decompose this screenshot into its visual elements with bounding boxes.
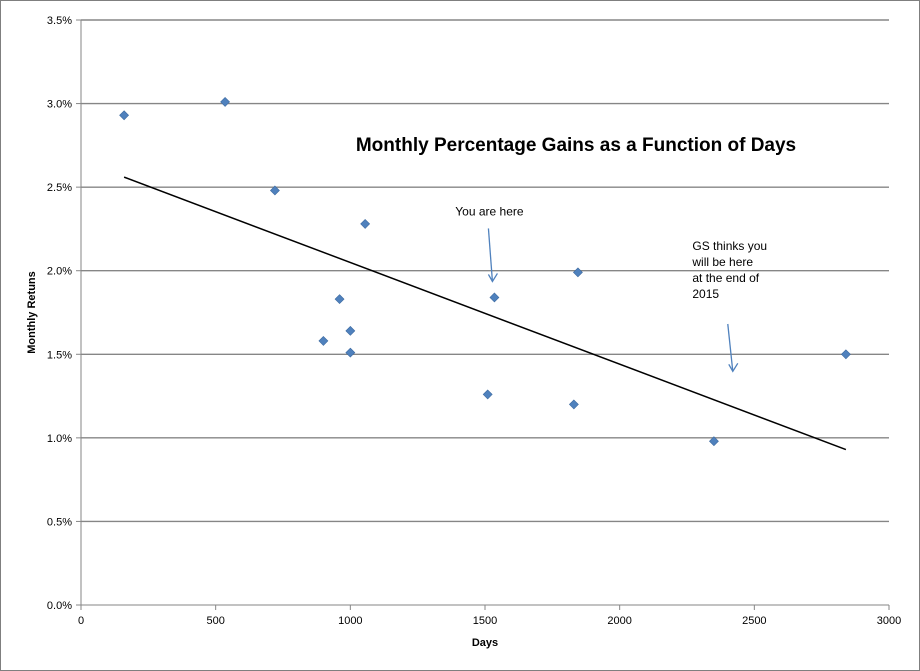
data-point [482, 389, 493, 400]
x-tick-label: 2000 [607, 615, 631, 627]
data-point [119, 110, 130, 121]
data-point [360, 218, 371, 229]
y-tick-label: 2.0% [47, 266, 72, 278]
annotation-gs-forecast: 2015 [692, 287, 719, 301]
annotation-gs-forecast: GS thinks you [692, 239, 767, 253]
x-tick-label: 1000 [338, 615, 362, 627]
data-point [334, 294, 345, 305]
data-point [269, 185, 280, 196]
annotation-you-are-here: You are here [455, 204, 524, 218]
y-axis-title: Monthly Retuns [26, 271, 38, 354]
annotation-arrow-head [728, 362, 739, 373]
trendline [123, 176, 847, 451]
annotation-gs-forecast: will be here [691, 255, 753, 269]
chart-title: Monthly Percentage Gains as a Function o… [356, 135, 796, 156]
annotation-arrow-head [487, 273, 498, 283]
x-tick-label: 1500 [473, 615, 497, 627]
data-point [709, 436, 719, 447]
y-tick-label: 1.5% [47, 349, 72, 361]
data-point [840, 349, 851, 360]
x-tick-label: 2500 [742, 615, 766, 627]
data-point [345, 347, 356, 358]
annotation-arrow-shaft [487, 228, 494, 282]
annotation-gs-forecast: at the end of [692, 271, 759, 285]
data-point [568, 399, 579, 410]
y-tick-label: 0.0% [47, 600, 72, 612]
y-tick-label: 0.5% [47, 516, 72, 528]
x-tick-label: 0 [78, 615, 84, 627]
x-axis-title: Days [472, 637, 498, 649]
y-tick-label: 3.5% [47, 15, 72, 27]
data-point [489, 292, 500, 303]
y-tick-label: 3.0% [47, 99, 72, 111]
data-point [572, 267, 583, 278]
x-tick-label: 3000 [877, 615, 901, 627]
data-point [220, 96, 231, 107]
annotation-arrow-shaft [727, 323, 734, 372]
data-point [318, 335, 329, 346]
data-point [345, 325, 356, 336]
y-tick-label: 2.5% [47, 182, 72, 194]
y-tick-label: 1.0% [47, 433, 72, 445]
x-tick-label: 500 [206, 615, 224, 627]
